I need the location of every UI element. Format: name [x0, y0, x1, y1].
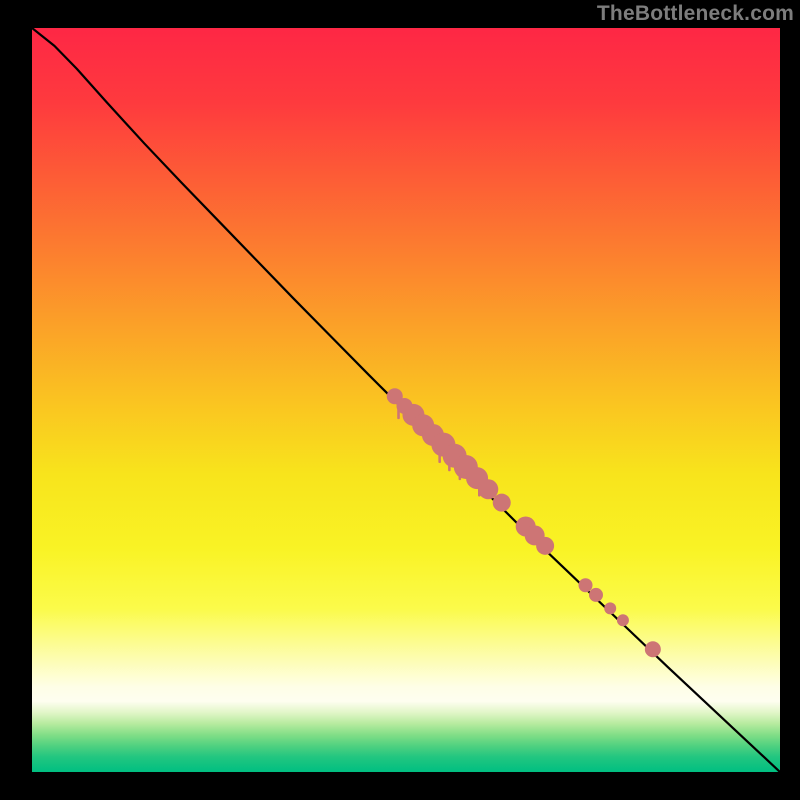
data-marker: [589, 588, 603, 602]
data-marker: [536, 537, 554, 555]
watermark-label: TheBottleneck.com: [597, 2, 794, 26]
data-marker: [493, 494, 511, 512]
data-marker: [604, 602, 616, 614]
bottleneck-chart: TheBottleneck.com: [0, 0, 800, 800]
data-marker: [579, 578, 593, 592]
chart-svg: [32, 28, 780, 772]
data-marker: [645, 641, 661, 657]
plot-area: [32, 28, 780, 772]
data-marker: [617, 614, 629, 626]
data-marker: [478, 479, 498, 499]
